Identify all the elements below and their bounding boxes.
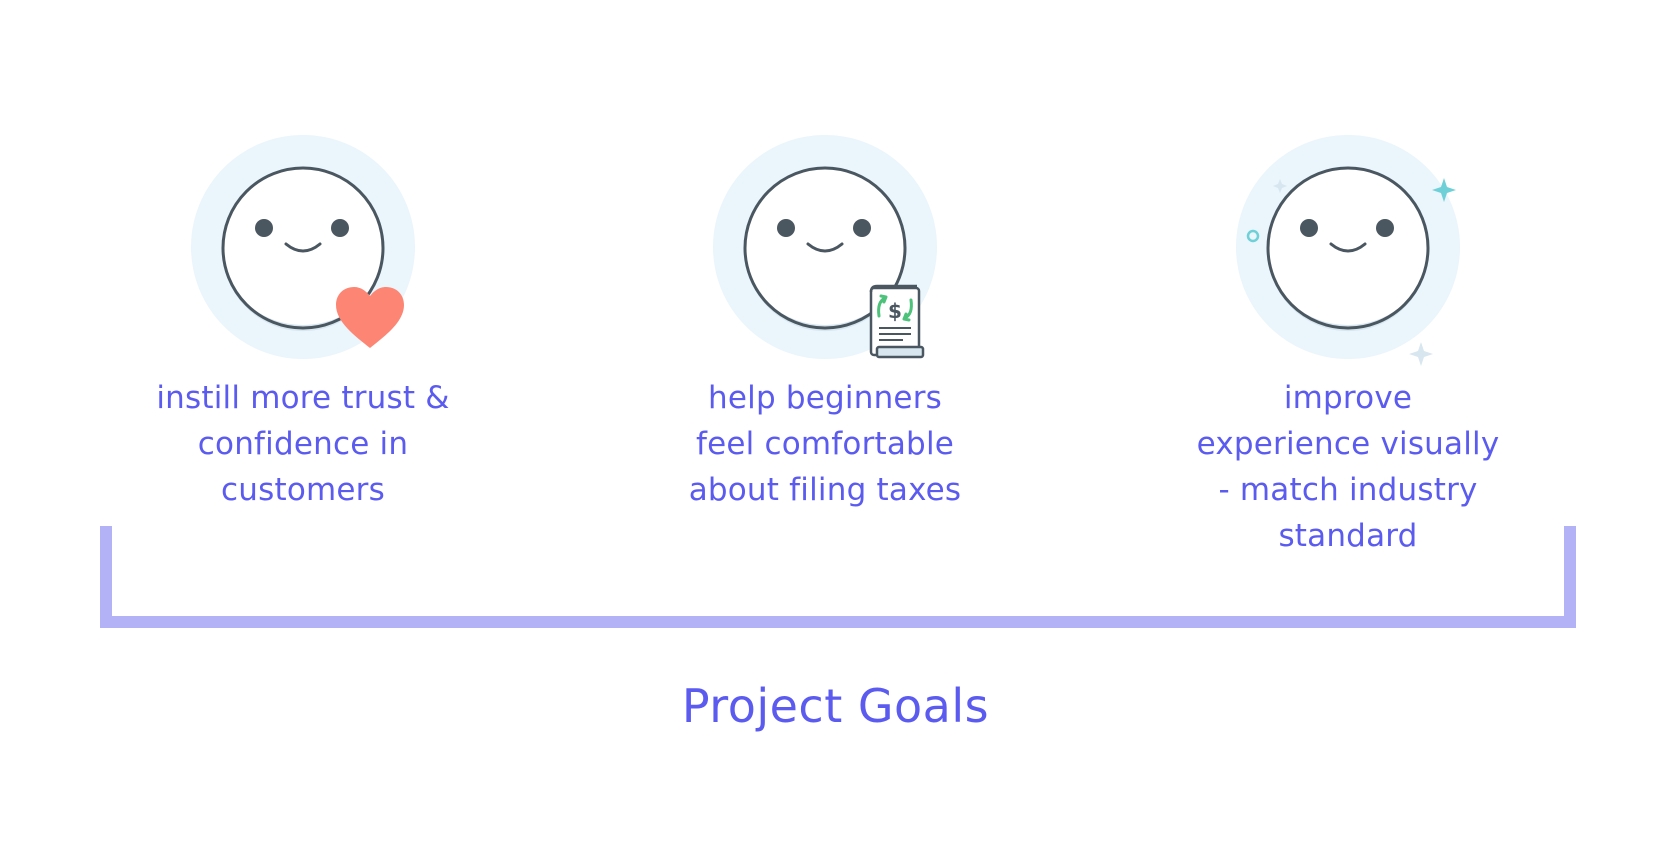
goal-trust-line-1: instill more trust & [156, 380, 450, 416]
heart-icon [336, 287, 404, 348]
goal-visual-line-2: experience visually [1196, 426, 1500, 462]
goal-visual: improve experience visually - match indu… [1138, 0, 1558, 600]
sparkle-icon [1246, 178, 1456, 366]
tax-receipt-icon: $ [869, 284, 925, 359]
goals-bracket [100, 526, 1576, 628]
smiley-face-icon [1236, 135, 1460, 359]
goal-trust-text: instill more trust & confidence in custo… [103, 375, 503, 513]
goal-visual-text: improve experience visually - match indu… [1148, 375, 1548, 559]
goal-trust-line-3: customers [221, 472, 385, 508]
svg-text:$: $ [888, 299, 902, 323]
goal-visual-line-3: - match industry [1218, 472, 1478, 508]
goal-trust-line-2: confidence in [197, 426, 409, 462]
goal-visual-line-4: standard [1278, 518, 1418, 554]
goal-beginners-line-1: help beginners [708, 380, 942, 416]
goal-visual-line-1: improve [1283, 380, 1413, 416]
goal-beginners: $ help beginners feel comfortable about … [615, 0, 1035, 600]
goal-beginners-line-2: feel comfortable [695, 426, 955, 462]
goal-trust: instill more trust & confidence in custo… [93, 0, 513, 600]
goal-beginners-illustration: $ [615, 0, 1035, 380]
goal-trust-illustration [93, 0, 513, 380]
goal-visual-illustration [1138, 0, 1558, 380]
goal-beginners-line-3: about filing taxes [688, 472, 962, 508]
smiley-face-icon [191, 135, 415, 359]
page-title: Project Goals [681, 679, 990, 733]
goal-beginners-text: help beginners feel comfortable about fi… [625, 375, 1025, 513]
